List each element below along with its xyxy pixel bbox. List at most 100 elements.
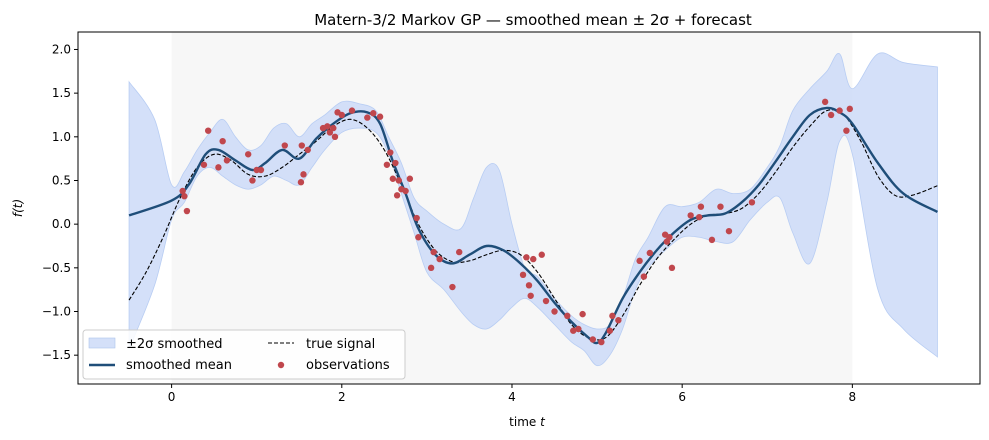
observation-point bbox=[383, 161, 391, 168]
observation-point bbox=[370, 110, 377, 117]
y-tick-label: 0.0 bbox=[52, 217, 71, 231]
observation-point bbox=[748, 199, 756, 206]
observation-point bbox=[609, 312, 616, 320]
observation-point bbox=[551, 308, 558, 315]
observation-point bbox=[183, 207, 191, 215]
observation-point bbox=[402, 187, 409, 195]
observation-point bbox=[538, 251, 545, 258]
y-tick-label: 1.5 bbox=[52, 86, 71, 100]
observation-point bbox=[530, 255, 537, 263]
observation-point bbox=[415, 234, 422, 241]
observation-point bbox=[297, 179, 305, 186]
legend-band-label: ±2σ smoothed bbox=[126, 337, 222, 352]
observation-point bbox=[389, 175, 397, 182]
legend-obs-label: observations bbox=[306, 358, 390, 373]
x-axis-label: time t bbox=[509, 415, 546, 429]
observation-point bbox=[249, 177, 256, 184]
observation-point bbox=[281, 142, 288, 149]
observation-point bbox=[589, 336, 597, 343]
axes: 0 2 4 6 8 −1.5 −1.0 −0.5 0.0 0.5 1.0 1.5 2.0 bbox=[42, 42, 856, 404]
observation-point bbox=[181, 193, 188, 200]
observation-point bbox=[392, 159, 399, 167]
observation-point bbox=[331, 133, 339, 141]
y-tick-label: −1.5 bbox=[42, 348, 71, 362]
observation-point bbox=[219, 137, 226, 145]
observation-point bbox=[326, 129, 334, 136]
y-tick-label: −0.5 bbox=[42, 261, 71, 275]
observation-point bbox=[244, 151, 252, 158]
observation-point bbox=[606, 327, 614, 334]
y-tick-label: 2.0 bbox=[52, 42, 71, 56]
observation-point bbox=[427, 264, 435, 272]
observation-point bbox=[846, 105, 854, 113]
observation-point bbox=[668, 264, 676, 272]
observation-point bbox=[179, 187, 186, 195]
observation-point bbox=[324, 123, 331, 130]
observation-point bbox=[223, 157, 231, 164]
observation-point bbox=[725, 227, 733, 235]
observation-point bbox=[523, 254, 530, 261]
observation-point bbox=[666, 234, 673, 241]
observation-point bbox=[406, 175, 414, 182]
legend-true-label: true signal bbox=[306, 337, 375, 352]
observation-point bbox=[697, 203, 705, 210]
smoothed-mean-line bbox=[128, 106, 939, 345]
observation-point bbox=[376, 113, 384, 120]
observation-point bbox=[527, 292, 534, 299]
x-axis-label-text: time bbox=[509, 415, 536, 429]
x-tick-label: 8 bbox=[849, 390, 857, 404]
observation-point bbox=[836, 107, 843, 114]
observation-point bbox=[204, 127, 212, 134]
x-tick-label: 0 bbox=[168, 390, 176, 404]
plot-area bbox=[128, 32, 939, 384]
observation-point bbox=[636, 257, 643, 265]
observation-point bbox=[387, 149, 394, 156]
y-axis-label: f(t) bbox=[11, 199, 25, 217]
observation-point bbox=[436, 255, 443, 263]
observation-point bbox=[615, 317, 622, 324]
legend-obs-swatch bbox=[277, 361, 285, 369]
observation-point bbox=[843, 127, 850, 134]
observation-point bbox=[821, 98, 829, 106]
observation-point bbox=[338, 111, 345, 119]
observation-point bbox=[449, 283, 456, 291]
observation-point bbox=[695, 213, 703, 221]
observation-point bbox=[575, 325, 582, 333]
observation-point bbox=[687, 212, 694, 219]
x-tick-label: 6 bbox=[678, 390, 686, 404]
legend-band-swatch bbox=[88, 337, 116, 349]
x-tick-label: 2 bbox=[338, 390, 346, 404]
observation-point bbox=[304, 146, 311, 154]
observation-point bbox=[364, 114, 371, 121]
chart-title: Matern-3/2 Markov GP — smoothed mean ± 2… bbox=[314, 11, 752, 29]
observation-point bbox=[519, 271, 527, 279]
y-tick-label: −1.0 bbox=[42, 305, 71, 319]
legend-box bbox=[82, 329, 406, 380]
observation-point bbox=[598, 338, 605, 346]
observation-point bbox=[430, 248, 437, 256]
observation-point bbox=[413, 214, 420, 222]
y-tick-label: 0.5 bbox=[52, 173, 71, 187]
x-tick-label: 4 bbox=[508, 390, 516, 404]
observation-point bbox=[827, 111, 835, 119]
legend: ±2σ smoothed smoothed mean true signal o… bbox=[82, 329, 406, 380]
true-signal-line bbox=[128, 109, 938, 341]
observation-point bbox=[640, 273, 648, 280]
observation-point bbox=[348, 107, 356, 114]
observation-point bbox=[525, 282, 533, 289]
observation-point bbox=[579, 310, 586, 318]
observation-point bbox=[717, 203, 724, 210]
observation-point bbox=[330, 124, 337, 132]
observation-point bbox=[708, 236, 716, 244]
observation-point bbox=[215, 164, 222, 171]
observation-point bbox=[564, 312, 571, 320]
x-axis-label-var: t bbox=[540, 415, 546, 429]
observation-point bbox=[200, 161, 208, 168]
observation-point bbox=[395, 177, 403, 184]
plot-frame bbox=[77, 31, 981, 385]
legend-mean-label: smoothed mean bbox=[126, 358, 232, 373]
observation-point bbox=[257, 166, 265, 174]
observation-point bbox=[456, 248, 463, 256]
observation-point bbox=[298, 142, 305, 149]
